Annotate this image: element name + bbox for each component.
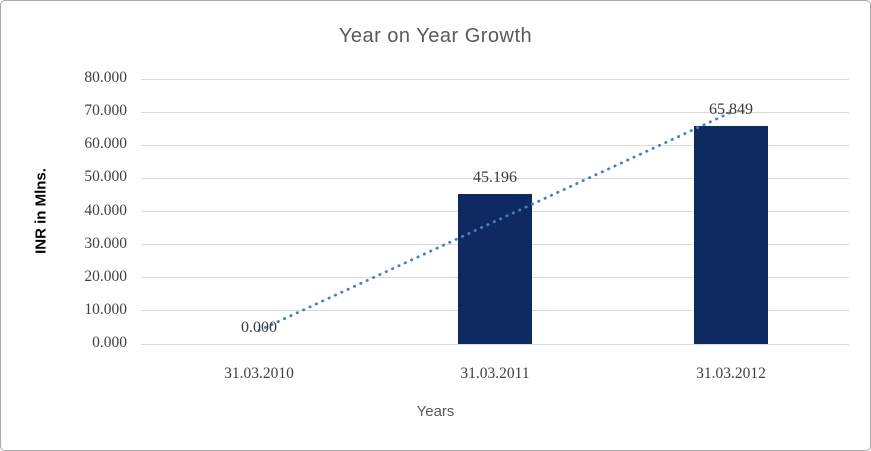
y-tick-label: 20.000 <box>84 267 127 285</box>
gridline <box>141 111 849 113</box>
y-tick-label: 0.000 <box>92 334 127 351</box>
bar-31.03.2012 <box>694 125 768 344</box>
x-tick-label: 31.03.2011 <box>460 365 530 382</box>
data-label: 45.196 <box>473 169 517 187</box>
x-tick-label: 31.03.2012 <box>696 365 766 382</box>
y-tick-label: 80.000 <box>84 69 127 86</box>
y-tick-label: 30.000 <box>84 234 127 252</box>
y-tick-label: 50.000 <box>84 168 127 186</box>
gridline <box>141 78 849 80</box>
gridline <box>141 343 849 345</box>
chart-title: Year on Year Growth <box>338 25 533 47</box>
x-tick-label: 31.03.2010 <box>224 365 294 382</box>
y-tick-label: 40.000 <box>84 201 127 219</box>
y-tick-label: 70.000 <box>84 102 127 120</box>
trendline <box>257 110 733 332</box>
data-label: 65.849 <box>709 100 753 118</box>
trendline-path <box>257 110 733 332</box>
gridline <box>141 144 849 146</box>
x-axis-title: Years <box>416 403 455 420</box>
y-tick-label: 10.000 <box>84 300 127 318</box>
data-label: 0.000 <box>241 319 277 336</box>
bar-31.03.2011 <box>458 194 532 344</box>
y-tick-label: 60.000 <box>84 135 127 153</box>
gridline <box>141 177 849 179</box>
